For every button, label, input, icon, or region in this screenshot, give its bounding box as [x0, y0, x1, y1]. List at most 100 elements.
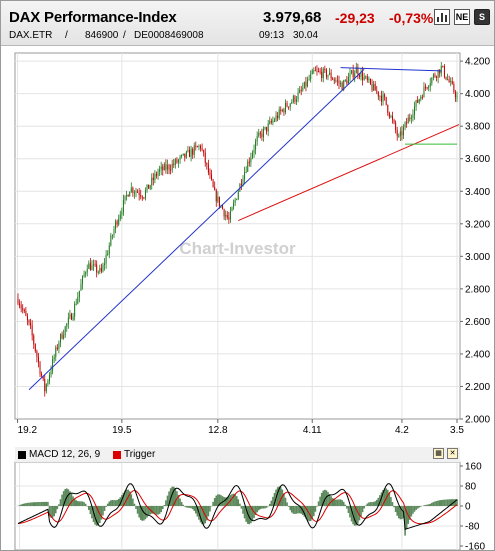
candle-body: [291, 101, 293, 104]
macd-histogram-bar: [287, 506, 290, 507]
macd-histogram-bar: [212, 501, 214, 506]
macd-histogram-bar: [386, 489, 389, 506]
candle-body: [297, 92, 299, 100]
y-tick-label: 3.200: [465, 219, 490, 230]
macd-histogram-bar: [207, 506, 210, 517]
candle-body: [61, 333, 63, 339]
bar-chart-icon[interactable]: [434, 9, 450, 25]
candle-body: [272, 120, 274, 123]
macd-histogram-bar: [240, 506, 243, 509]
macd-histogram-bar: [424, 504, 427, 506]
macd-histogram-bar: [39, 501, 41, 506]
macd-histogram-bar: [243, 506, 246, 519]
candle-body: [363, 77, 365, 80]
candle-body: [118, 218, 120, 225]
macd-histogram-bar: [209, 506, 211, 512]
macd-histogram-bar: [347, 506, 350, 513]
candle-body: [127, 194, 129, 197]
candle-body: [384, 94, 386, 97]
macd-histogram-bar: [32, 502, 35, 506]
macd-histogram-bar: [355, 506, 358, 526]
macd-histogram-bar: [95, 506, 98, 526]
macd-histogram-bar: [382, 490, 384, 506]
settings-icon[interactable]: S: [474, 9, 490, 25]
candle-body: [85, 272, 87, 275]
macd-histogram-bar: [202, 506, 205, 525]
macd-histogram-bar: [363, 506, 365, 509]
macd-histogram-bar: [144, 506, 147, 520]
macd-histogram-bar: [42, 501, 44, 506]
candle-body: [454, 92, 456, 98]
macd-y-tick-label: 160: [465, 462, 482, 473]
macd-histogram-bar: [232, 493, 235, 506]
macd-histogram-bar: [183, 506, 186, 507]
candle-body: [63, 335, 65, 339]
macd-histogram-bar: [273, 492, 276, 506]
candle-body: [226, 215, 228, 218]
macd-histogram-bar: [21, 503, 24, 506]
macd-histogram-bar: [276, 487, 279, 506]
macd-histogram-bar: [124, 490, 126, 506]
candle-body: [129, 191, 131, 197]
candle-body: [436, 76, 438, 78]
macd-histogram-bar: [319, 496, 321, 506]
macd-histogram-bar: [92, 506, 95, 523]
candle-body: [233, 203, 235, 208]
macd-histogram-bar: [405, 506, 408, 530]
y-tick-label: 3.600: [465, 154, 490, 165]
candle-body: [39, 362, 41, 374]
macd-histogram-bar: [435, 500, 438, 506]
candle-body: [385, 96, 387, 105]
candle-body: [377, 91, 379, 97]
candle-body: [321, 71, 323, 79]
news-icon-glyph: NE: [455, 12, 469, 22]
trigger-swatch: [113, 450, 121, 459]
macd-histogram-bar: [390, 497, 392, 506]
x-tick-label: 3.5: [450, 425, 464, 436]
separator-1: /: [65, 30, 68, 41]
candle-body: [174, 159, 176, 165]
candle-body: [179, 156, 181, 161]
candle-body: [36, 351, 38, 357]
macd-histogram-bar: [89, 506, 92, 515]
macd-histogram-bar: [122, 492, 125, 506]
candle-body: [349, 73, 351, 78]
quote-date: 30.04: [293, 30, 319, 41]
candle-body: [437, 69, 439, 78]
trendline-blue-0: [28, 68, 365, 391]
y-tick-label: 3.000: [465, 252, 490, 263]
candle-body: [166, 165, 168, 170]
macd-y-tick-label: -160: [465, 542, 485, 551]
macd-histogram-bar: [451, 499, 454, 506]
panel-settings-icon[interactable]: ▦: [433, 448, 444, 459]
macd-histogram-bar: [410, 506, 413, 517]
macd-histogram-bar: [438, 500, 441, 506]
macd-histogram-bar: [76, 501, 79, 506]
macd-histogram-bar: [245, 506, 247, 522]
candle-body: [124, 195, 126, 200]
macd-histogram-bar: [80, 501, 82, 506]
macd-histogram-bar: [290, 506, 293, 513]
panel-close-icon[interactable]: ✕: [447, 448, 458, 459]
macd-histogram-bar: [97, 506, 100, 526]
settings-icon-glyph: S: [478, 12, 485, 22]
candle-body: [151, 177, 153, 186]
candle-body: [56, 347, 58, 349]
macd-histogram-bar: [163, 505, 166, 506]
candle-body: [236, 198, 238, 200]
macd-y-tick-label: 80: [465, 482, 477, 493]
candle-body: [176, 159, 178, 163]
macd-histogram-bar: [344, 504, 347, 506]
macd-histogram-bar: [220, 495, 222, 506]
macd-histogram-bar: [248, 506, 251, 525]
candle-body: [26, 315, 28, 321]
candle-body: [426, 87, 428, 89]
news-icon[interactable]: NE: [454, 9, 470, 25]
candle-body: [34, 344, 36, 352]
candle-body: [325, 69, 327, 77]
candle-body: [259, 132, 261, 134]
macd-histogram-bar: [317, 501, 320, 506]
candle-body: [346, 80, 348, 84]
macd-histogram-bar: [262, 506, 265, 509]
